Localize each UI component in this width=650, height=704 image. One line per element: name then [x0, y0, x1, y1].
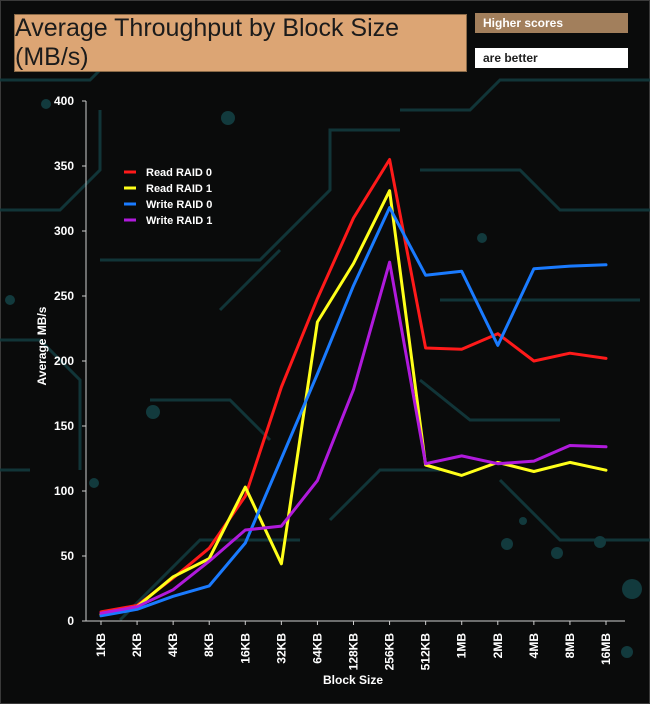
y-tick-label: 300: [54, 224, 74, 238]
y-tick-label: 200: [54, 354, 74, 368]
x-tick-label: 8KB: [202, 633, 216, 657]
series-line-write-raid-1: [99, 260, 608, 615]
x-tick-label: 512KB: [419, 633, 433, 671]
series-lines: [99, 158, 608, 618]
legend-label: Read RAID 1: [146, 183, 212, 195]
x-tick-label: 4KB: [166, 633, 180, 657]
series-line-read-raid-1: [99, 189, 608, 616]
chart-title: Average Throughput by Block Size (MB/s): [14, 14, 467, 72]
x-tick-label: 2KB: [130, 633, 144, 657]
legend-label: Write RAID 0: [146, 199, 212, 211]
series-line-write-raid-0: [99, 206, 608, 618]
x-tick-label: 32KB: [274, 633, 288, 664]
legend-label: Write RAID 1: [146, 215, 212, 227]
x-tick-label: 64KB: [310, 633, 324, 664]
legend-label: Read RAID 0: [146, 167, 212, 179]
x-axis-ticks: 1KB 2KB 4KB 8KB 16KB 32KB 64KB 128KB 256KB 512KB 1…: [94, 621, 613, 670]
y-tick-label: 400: [54, 94, 74, 108]
chart-legend: Read RAID 0 Read RAID 1 Write RAID 0 Write …: [124, 167, 212, 227]
y-tick-label: 250: [54, 289, 74, 303]
x-tick-label: 16MB: [599, 633, 613, 665]
chart-axes: [85, 101, 625, 622]
x-tick-label: 4MB: [527, 633, 541, 659]
x-tick-label: 1MB: [455, 633, 469, 659]
x-tick-label: 1KB: [94, 633, 108, 657]
y-tick-label: 0: [67, 614, 74, 628]
x-tick-label: 8MB: [563, 633, 577, 659]
x-tick-label: 256KB: [383, 633, 397, 671]
y-tick-label: 50: [61, 549, 75, 563]
note-are-better: are better: [475, 48, 628, 68]
note-higher-scores: Higher scores: [475, 13, 628, 33]
x-tick-label: 2MB: [491, 633, 505, 659]
y-tick-label: 350: [54, 159, 74, 173]
y-axis-title: Average MB/s: [35, 306, 49, 385]
y-axis-ticks: 0 50 100 150 200 250 300 350 400: [54, 94, 86, 628]
series-line-read-raid-0: [99, 158, 608, 614]
x-tick-label: 16KB: [238, 633, 252, 664]
y-tick-label: 150: [54, 419, 74, 433]
x-axis-title: Block Size: [323, 673, 383, 687]
y-tick-label: 100: [54, 484, 74, 498]
x-tick-label: 128KB: [347, 633, 361, 671]
